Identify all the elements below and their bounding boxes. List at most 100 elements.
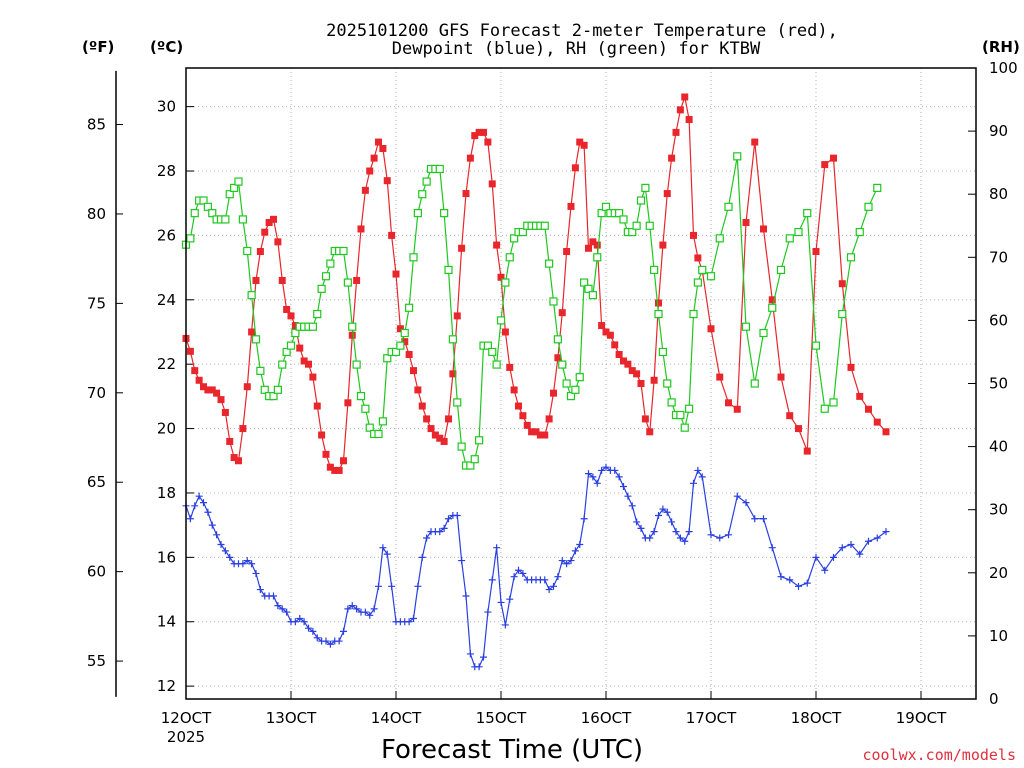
rh-tick-label: 100	[989, 59, 1018, 77]
temperature-point	[580, 141, 588, 149]
rh-tick-label: 90	[989, 122, 1008, 140]
rh-point	[488, 347, 497, 357]
dewpoint-point	[589, 473, 597, 481]
temperature-point	[217, 396, 225, 404]
rh-point	[391, 347, 401, 357]
dewpoint-point	[725, 531, 732, 539]
temperature-point	[431, 431, 439, 439]
rh-point	[803, 209, 812, 218]
rh-point	[667, 398, 676, 407]
temperature-point	[480, 128, 487, 136]
dewpoint-point	[305, 624, 312, 632]
dewpoint-point	[628, 502, 636, 510]
dewpoint-point	[506, 595, 514, 603]
temperature-point	[760, 225, 767, 233]
temperature-point	[305, 360, 312, 368]
temperature-point	[200, 383, 207, 391]
dewpoint-point	[436, 528, 444, 536]
rh-point	[549, 297, 558, 306]
x-tick-label: 16OCT	[581, 709, 632, 727]
temperature-point	[519, 412, 527, 420]
rh-point	[278, 360, 287, 369]
temperature-point	[344, 399, 352, 407]
dewpoint-point	[414, 582, 422, 590]
temperature-point	[777, 373, 785, 381]
rh-point	[750, 379, 759, 388]
rh-point	[518, 227, 527, 237]
temperature-point	[786, 412, 794, 420]
temperature-point	[838, 280, 846, 288]
temperature-point	[471, 132, 479, 140]
temperature-point	[261, 228, 269, 236]
dewpoint-point	[558, 557, 566, 565]
temperature-point	[707, 325, 715, 333]
rh-point	[405, 303, 414, 312]
temperature-point	[265, 219, 273, 227]
dewpoint-point	[335, 637, 343, 645]
dewpoint-point	[571, 547, 579, 555]
rh-tick-label: 70	[989, 248, 1008, 266]
temperature-point	[536, 431, 544, 439]
rh-point	[864, 202, 873, 211]
temperature-point	[453, 312, 461, 320]
dewpoint-point	[637, 524, 645, 532]
temperature-point	[615, 351, 623, 359]
temperature-point	[405, 351, 413, 359]
plot-frame	[185, 67, 977, 700]
rh-point	[641, 183, 650, 192]
rh-point	[413, 209, 422, 218]
dewpoint-point	[545, 586, 553, 594]
temperature-point	[624, 360, 632, 368]
temperature-point	[873, 418, 881, 426]
credit-text: coolwx.com/models	[862, 746, 1016, 764]
temperature-point	[230, 454, 238, 462]
dewpoint-point	[646, 534, 654, 542]
temperature-point	[768, 296, 776, 304]
rh-point	[566, 392, 576, 401]
dewpoint-point	[256, 586, 264, 594]
rh-point	[619, 215, 628, 224]
rh-tick-label: 0	[989, 690, 999, 708]
rh-tick-label: 40	[989, 438, 1008, 456]
temperature-point	[366, 167, 374, 175]
temperature-point	[646, 428, 654, 436]
temperature-series	[182, 93, 890, 474]
dewpoint-point	[217, 540, 225, 548]
temperature-point	[195, 376, 203, 384]
temperature-point	[458, 244, 466, 252]
rh-point	[510, 234, 519, 243]
dewpoint-point	[243, 557, 251, 565]
dewpoint-point	[226, 553, 234, 561]
dewpoint-point	[497, 598, 505, 606]
dewpoint-point	[585, 470, 592, 478]
rh-point	[645, 221, 654, 230]
temperature-point	[361, 186, 369, 194]
temperature-point	[532, 428, 540, 436]
f-tick-label: 55	[87, 652, 106, 670]
rh-tick-label: 30	[989, 501, 1008, 519]
dewpoint-point	[685, 528, 693, 536]
f-tick-label: 70	[87, 384, 106, 402]
rh-point	[440, 209, 449, 218]
dewpoint-point	[239, 560, 247, 568]
x-tick-label: 17OCT	[686, 709, 737, 727]
temperature-point	[326, 463, 334, 471]
temperature-point	[488, 180, 496, 188]
temperature-point	[353, 276, 361, 284]
dewpoint-point	[777, 573, 785, 581]
rh-point	[505, 253, 514, 262]
dewpoint-point	[768, 544, 776, 552]
rh-point	[448, 335, 457, 344]
temperature-point	[357, 225, 365, 233]
rh-point	[741, 322, 751, 331]
temperature-point	[821, 161, 829, 169]
temperature-point	[803, 447, 811, 455]
temperature-point	[449, 370, 457, 378]
temperature-point	[322, 450, 330, 458]
dewpoint-point	[821, 566, 829, 574]
dewpoint-point	[296, 615, 304, 623]
temperature-point	[287, 312, 295, 320]
rh-point	[715, 234, 724, 243]
rh-point	[409, 253, 418, 262]
dewpoint-point	[668, 518, 676, 526]
